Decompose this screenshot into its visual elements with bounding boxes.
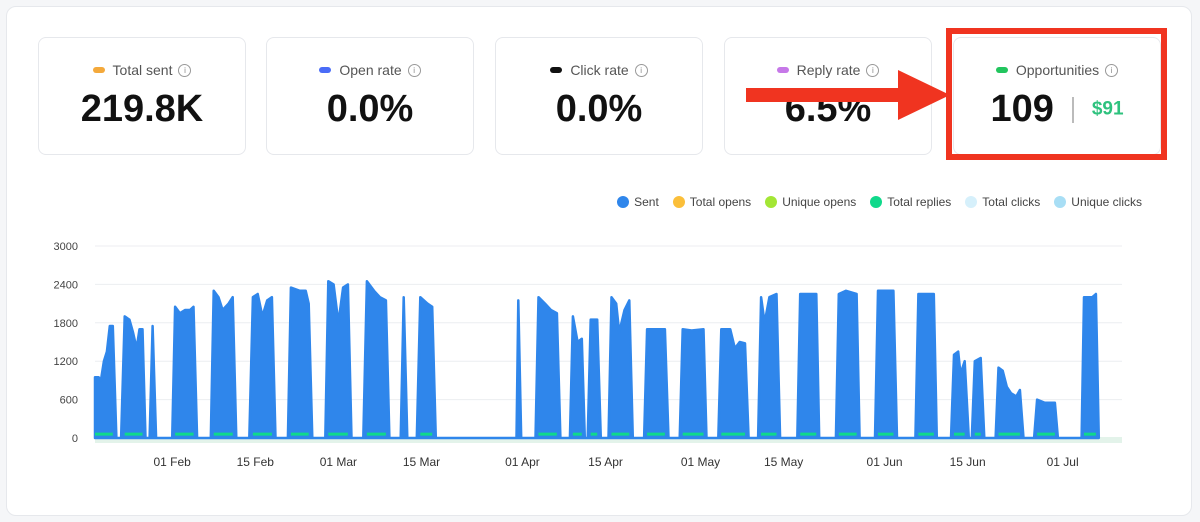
stat-value: 0.0%	[326, 88, 414, 130]
opportunities-value: $91	[1091, 98, 1124, 120]
info-icon[interactable]: i	[407, 63, 421, 77]
x-tick-label: 01 Apr	[505, 455, 540, 469]
arrow-icon	[746, 70, 950, 120]
legend-label: Total replies	[887, 195, 952, 209]
x-tick-label: 15 Jun	[950, 455, 986, 469]
stat-color-dot	[995, 67, 1008, 74]
stat-card-open-rate: Open rate i 0.0%	[266, 37, 474, 155]
stat-label: Reply rate	[796, 62, 861, 78]
legend-item-sent[interactable]: Sent	[617, 195, 659, 209]
stat-label: Total sent	[112, 62, 173, 78]
x-tick-label: 15 Mar	[403, 455, 440, 469]
x-tick-label: 01 Feb	[153, 455, 191, 469]
x-tick-label: 01 Mar	[320, 455, 357, 469]
stat-value: 219.8K	[80, 88, 204, 130]
legend-swatch	[870, 195, 883, 208]
stat-value: 109 $91	[954, 88, 1160, 131]
y-tick-label: 0	[72, 433, 78, 445]
legend-swatch	[765, 195, 778, 208]
legend-item-unique-opens[interactable]: Unique opens	[765, 195, 856, 209]
x-tick-label: 15 Apr	[588, 455, 623, 469]
info-icon[interactable]: i	[1105, 63, 1119, 77]
chart-legend: Sent Total opens Unique opens Total replies…	[603, 195, 1142, 209]
sent-area-series	[93, 279, 1101, 440]
stat-card-opportunities: Opportunities i 109 $91	[953, 37, 1161, 155]
legend-swatch	[672, 195, 685, 208]
stat-color-dot	[776, 67, 789, 74]
info-icon[interactable]: i	[634, 63, 648, 77]
legend-item-total-opens[interactable]: Total opens	[672, 195, 752, 209]
stat-value: 0.0%	[555, 88, 643, 130]
stat-card-total-sent: Total sent i 219.8K	[38, 37, 246, 155]
x-tick-label: 15 Feb	[237, 455, 275, 469]
y-tick-label: 1200	[54, 356, 78, 368]
x-tick-label: 01 Jun	[867, 455, 903, 469]
stat-color-dot	[550, 67, 563, 74]
legend-label: Total opens	[689, 195, 752, 209]
info-icon[interactable]: i	[866, 63, 880, 77]
stat-label: Opportunities	[1015, 62, 1100, 78]
opportunities-highlight-box	[946, 28, 1167, 160]
stat-color-dot	[92, 67, 105, 74]
legend-label: Unique clicks	[1071, 195, 1142, 209]
legend-swatch	[965, 195, 978, 208]
stat-card-click-rate: Click rate i 0.0%	[495, 37, 703, 155]
stat-label: Click rate	[570, 62, 629, 78]
stat-label: Open rate	[339, 62, 402, 78]
value-divider	[1071, 96, 1074, 123]
x-axis-baseline	[95, 437, 1122, 443]
legend-item-total-clicks[interactable]: Total clicks	[965, 195, 1040, 209]
x-tick-label: 15 May	[764, 455, 803, 469]
y-tick-label: 3000	[54, 241, 78, 253]
legend-label: Sent	[634, 195, 659, 209]
x-tick-label: 01 May	[681, 455, 720, 469]
legend-item-total-replies[interactable]: Total replies	[870, 195, 951, 209]
y-tick-label: 1800	[54, 318, 78, 330]
legend-label: Total clicks	[982, 195, 1041, 209]
legend-label: Unique opens	[782, 195, 857, 209]
y-tick-label: 2400	[54, 279, 78, 291]
info-icon[interactable]: i	[178, 63, 192, 77]
opportunities-count: 109	[990, 88, 1054, 130]
legend-item-unique-clicks[interactable]: Unique clicks	[1054, 195, 1142, 209]
x-tick-label: 01 Jul	[1047, 455, 1079, 469]
legend-swatch	[617, 195, 630, 208]
stat-color-dot	[319, 67, 332, 74]
y-tick-label: 600	[60, 395, 78, 407]
legend-swatch	[1054, 195, 1067, 208]
